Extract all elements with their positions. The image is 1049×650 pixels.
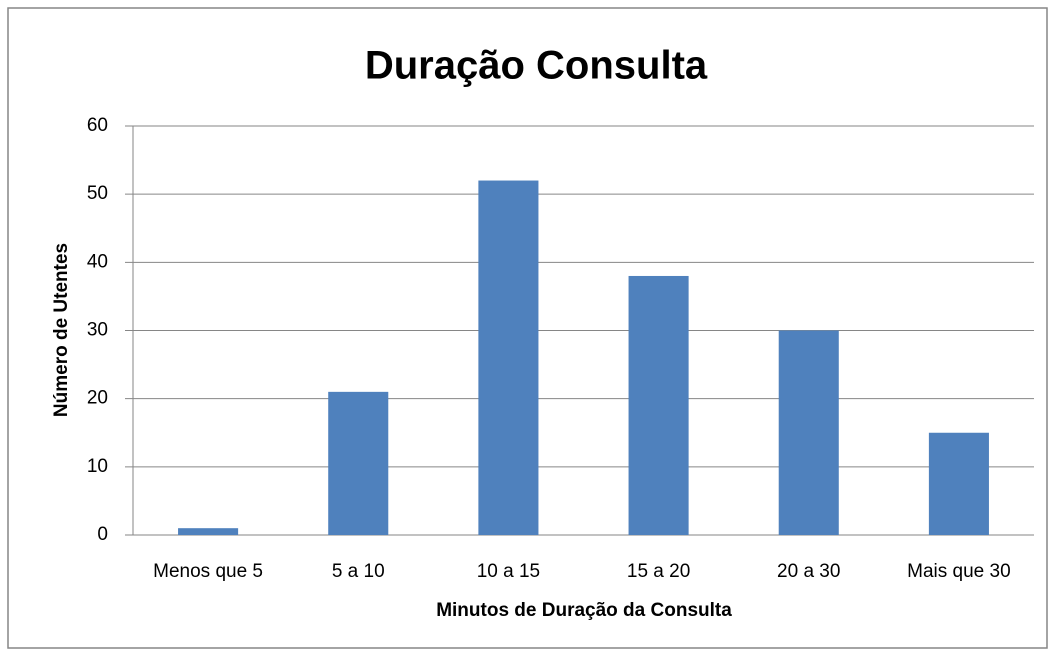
x-tick-label: Menos que 5 (153, 561, 263, 582)
x-tick-label: 10 a 15 (477, 561, 540, 582)
y-tick-label: 40 (87, 251, 108, 272)
x-axis-label: Minutos de Duração da Consulta (436, 600, 732, 621)
bar (628, 275, 689, 535)
bar (778, 330, 839, 535)
bar (328, 391, 389, 535)
y-tick-label: 30 (87, 320, 108, 341)
x-tick-label: 20 a 30 (777, 561, 840, 582)
bar (478, 180, 539, 536)
y-tick-label: 20 (87, 388, 108, 409)
y-axis-label: Número de Utentes (51, 243, 72, 417)
y-tick-label: 60 (87, 115, 108, 136)
x-tick-label: 5 a 10 (332, 561, 385, 582)
chart-title: Duração Consulta (365, 44, 708, 88)
y-tick-label: 50 (87, 183, 108, 204)
y-tick-label: 0 (97, 524, 108, 545)
x-tick-label: Mais que 30 (907, 561, 1011, 582)
bar (928, 432, 989, 535)
bar (178, 528, 239, 535)
y-tick-label: 10 (87, 456, 108, 477)
x-tick-label: 15 a 20 (627, 561, 690, 582)
